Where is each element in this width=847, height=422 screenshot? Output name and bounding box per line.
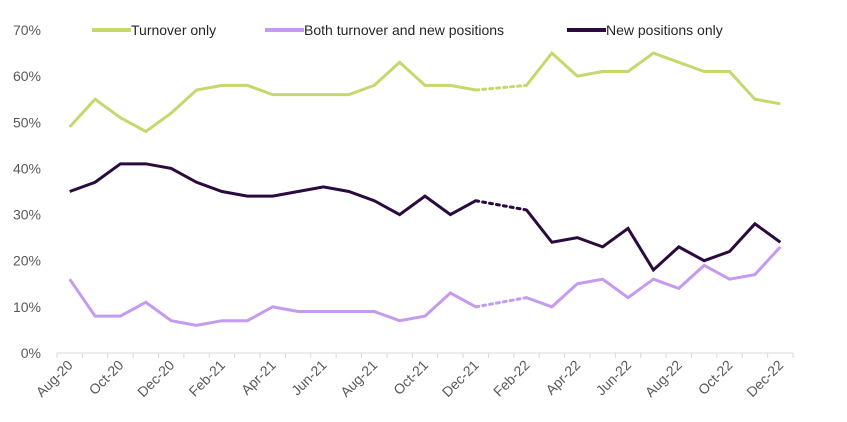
x-tick-label: Oct-21 xyxy=(390,357,431,398)
y-tick-label: 60% xyxy=(13,68,41,84)
y-tick-label: 50% xyxy=(13,114,41,130)
x-tick-label: Dec-21 xyxy=(439,357,482,400)
series-new-positions-only xyxy=(69,162,782,273)
y-tick-label: 10% xyxy=(13,299,41,315)
legend-item-new-positions-only: New positions only xyxy=(567,22,723,38)
series-line-turnover-only xyxy=(525,50,781,106)
x-tick-label: Feb-22 xyxy=(490,357,533,400)
series-line-turnover-only xyxy=(68,60,477,134)
series-gap-turnover-only xyxy=(474,83,529,92)
series-line-both-turnover-and-new-positions xyxy=(68,278,477,327)
series-line-new-positions-only xyxy=(525,209,782,273)
series-line-both-turnover-and-new-positions xyxy=(526,245,782,309)
y-tick-label: 30% xyxy=(13,207,41,223)
series-gap-new-positions-only xyxy=(474,199,529,212)
x-tick-label: Aug-22 xyxy=(642,357,685,400)
y-tick-label: 0% xyxy=(21,345,41,361)
x-axis: Aug-20 Oct-20 Dec-20 Feb-21 Apr-21 Jun-21 Aug-… xyxy=(33,352,794,400)
y-axis: 0% 10% 20% 30% 40% 50% 60% 70% xyxy=(13,22,41,361)
legend-item-turnover-only: Turnover only xyxy=(92,22,216,38)
series-both-turnover-and-new-positions xyxy=(68,245,782,327)
series-turnover-only xyxy=(68,50,781,134)
y-tick-label: 20% xyxy=(13,253,41,269)
x-tick-label: Oct-20 xyxy=(86,357,127,398)
legend-label: New positions only xyxy=(606,22,723,38)
legend-item-both-turnover-and-new-positions: Both turnover and new positions xyxy=(265,22,504,38)
y-tick-label: 40% xyxy=(13,160,41,176)
legend-label: Both turnover and new positions xyxy=(304,22,504,38)
x-tick-label: Dec-22 xyxy=(743,357,786,400)
x-tick-label: Jun-21 xyxy=(288,357,330,399)
y-tick-label: 70% xyxy=(13,22,41,38)
legend-label: Turnover only xyxy=(131,22,216,38)
x-tick-label: Feb-21 xyxy=(185,357,228,400)
series-gap-both-turnover-and-new-positions xyxy=(474,296,529,309)
x-tick-label: Dec-20 xyxy=(134,357,177,400)
x-tick-label: Apr-21 xyxy=(238,357,279,398)
x-tick-label: Aug-21 xyxy=(337,357,380,400)
x-tick-label: Jun-22 xyxy=(593,357,635,399)
legend: Turnover only Both turnover and new posit… xyxy=(92,22,723,38)
x-tick-label: Oct-22 xyxy=(695,357,736,398)
x-tick-label: Apr-22 xyxy=(542,357,583,398)
series-layer xyxy=(68,50,782,327)
x-tick-label: Aug-20 xyxy=(33,357,76,400)
series-line-new-positions-only xyxy=(69,162,477,217)
